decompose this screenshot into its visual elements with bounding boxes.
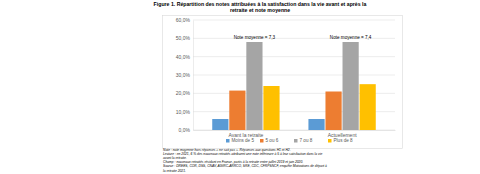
y-tick: 40,0% [176,54,193,60]
y-tick-label: 10,0% [176,109,191,115]
note: Lecture : en 2021, 6 % des nouveaux retr… [163,152,322,156]
x-tick: Actuellement [328,130,358,138]
y-axis-line [193,21,194,131]
annotation: Note moyenne = 7,4 [330,35,372,40]
legend-swatch [226,139,230,143]
legend-swatch [328,139,332,143]
note: Source : DREES, COR, DSS, CNAV, AGIRC-AR… [163,164,327,168]
y-tick: 60,0% [176,17,193,23]
x-tick: Avant la retraite [228,130,263,138]
bar [263,86,279,130]
y-tick-label: 0,0% [179,127,191,133]
legend: Moins de 5 5 ou 6 7 ou 8 Plus de 8 [226,138,353,143]
x-tick-label: Avant la retraite [228,132,263,138]
y-tick-label: 50,0% [176,35,191,41]
grid-line [193,20,395,21]
y-tick-label: 30,0% [176,72,191,78]
y-tick: 20,0% [176,90,193,96]
chart-frame [163,16,403,149]
annotation: Note moyenne = 7,3 [234,35,276,40]
y-tick: 10,0% [176,109,193,115]
note: la retraite 2021. [163,169,186,173]
bar [360,84,376,130]
grid-line [193,75,395,76]
y-tick-label: 20,0% [176,90,191,96]
x-axis: Avant la retraite Actuellement [194,130,396,138]
grid [193,20,395,130]
y-tick: 30,0% [176,72,193,78]
legend-swatch [260,139,264,143]
y-tick: 50,0% [176,35,193,41]
bars [212,42,376,130]
bar [308,119,324,130]
bar [343,42,359,130]
legend-label: 5 ou 6 [266,138,279,143]
legend-swatch [294,139,298,143]
y-axis: 0,0% 10,0% 20,0% 30,0% 40,0% 50,0% 60,0% [176,17,194,133]
bar [212,119,228,130]
x-tick-label: Actuellement [328,132,358,138]
bar [229,91,245,130]
chart: Figure 1. Répartition des notes attribué… [0,0,480,174]
bar [325,92,341,131]
y-tick-label: 40,0% [176,54,191,60]
legend-label: 7 ou 8 [300,138,313,143]
x-axis-line [194,130,396,131]
legend-label: Moins de 5 [232,138,255,143]
y-tick: 0,0% [179,127,193,133]
title: retraite et note moyenne [230,7,290,13]
bar [246,42,262,130]
legend-label: Plus de 8 [334,138,354,143]
grid-line [193,56,395,57]
y-tick-label: 60,0% [176,17,191,23]
